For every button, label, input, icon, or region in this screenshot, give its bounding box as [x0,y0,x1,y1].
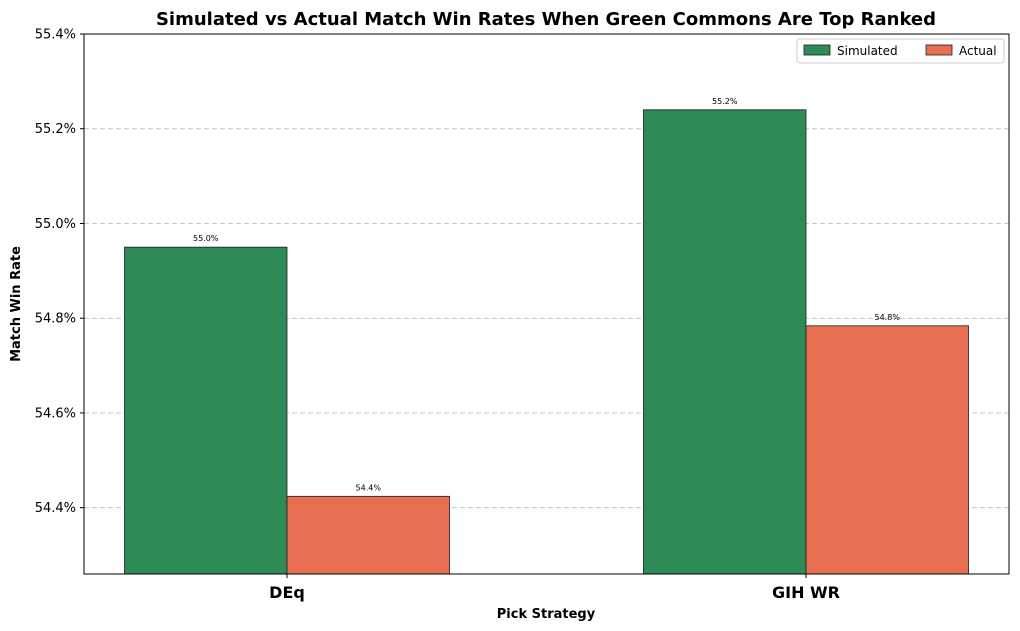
chart-title: Simulated vs Actual Match Win Rates When… [156,9,936,30]
x-axis-label: Pick Strategy [497,607,596,622]
bar-value-label: 55.0% [193,234,219,243]
x-tick-label: DEq [269,583,305,602]
bar-actual [286,495,450,575]
x-tick-label: GIH WR [772,583,840,602]
x-axis-ticks: DEq GIH WR [269,574,840,602]
bar-value-label: 55.2% [712,97,738,106]
legend: Simulated Actual [796,38,1005,64]
bars [124,109,969,575]
bar-value-label: 54.8% [875,313,901,322]
legend-label-actual: Actual [959,44,997,58]
y-tick-label: 55.0% [35,217,76,232]
plot-frame [83,33,1010,575]
legend-label-simulated: Simulated [837,44,898,58]
legend-swatch-simulated [803,44,831,56]
y-tick-label: 54.4% [35,501,76,516]
y-tick-label: 54.8% [35,312,76,327]
bar-value-labels: 55.0% 54.4% 55.2% 54.8% [193,97,900,493]
legend-swatch-actual [925,44,953,56]
y-tick-label: 54.6% [35,406,76,421]
y-axis-ticks: 54.4% 54.6% 54.8% 55.0% 55.2% 55.4% [35,28,84,516]
y-axis-label: Match Win Rate [9,246,24,362]
bar-simulated [124,246,288,575]
y-tick-label: 55.4% [35,28,76,43]
bar-simulated [643,109,807,575]
bar-value-label: 54.4% [356,483,382,492]
bar-actual [805,325,969,575]
y-tick-label: 55.2% [35,122,76,137]
